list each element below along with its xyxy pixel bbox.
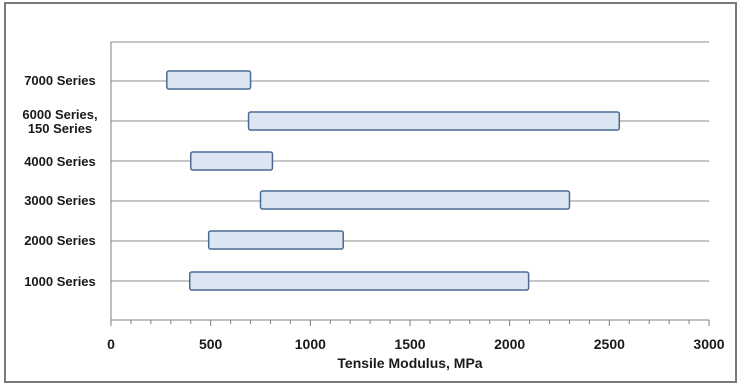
category-label: 3000 Series [24, 193, 96, 208]
bars [166, 70, 621, 291]
range-bar [188, 271, 530, 291]
x-axis: 0 500 1000 1500 2000 2500 3000 [107, 42, 725, 352]
range-bar [247, 111, 621, 131]
x-tick-label: 500 [199, 336, 223, 352]
category-label: 1000 Series [24, 274, 96, 289]
category-labels: 7000 Series 6000 Series, 150 Series 4000 Se… [22, 73, 97, 289]
x-tick-label: 1000 [295, 336, 326, 352]
x-tick-label: 0 [107, 336, 115, 352]
category-label: 7000 Series [24, 73, 96, 88]
category-label: 2000 Series [24, 233, 96, 248]
x-tick-label: 2500 [594, 336, 625, 352]
range-bar [189, 151, 274, 171]
range-bar [259, 190, 571, 210]
range-bar [207, 230, 344, 250]
x-tick-label: 1500 [394, 336, 425, 352]
category-label: 4000 Series [24, 154, 96, 169]
x-axis-title: Tensile Modulus, MPa [337, 355, 482, 371]
x-tick-label: 3000 [693, 336, 724, 352]
category-label: 6000 Series, 150 Series [22, 107, 97, 136]
x-tick-label: 2000 [494, 336, 525, 352]
range-bar [166, 70, 252, 90]
